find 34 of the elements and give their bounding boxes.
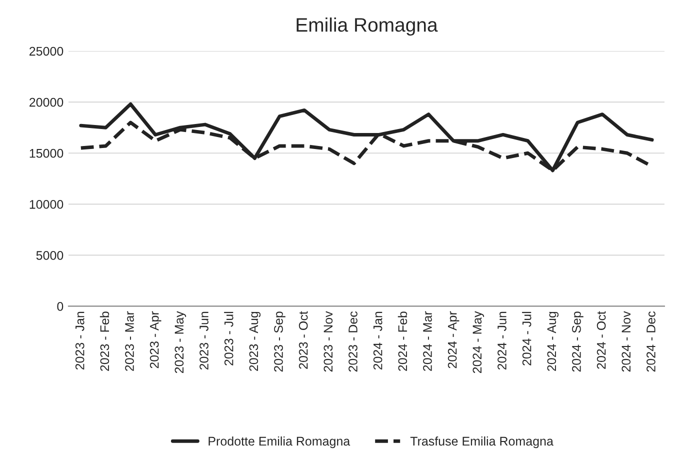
chart-title: Emilia Romagna xyxy=(296,18,438,36)
x-tick-label: 2024 - Feb xyxy=(398,312,408,371)
x-tick-label: 2024 - Mar xyxy=(423,311,432,371)
line-series xyxy=(79,102,654,172)
x-tick-label: 2023 - Nov xyxy=(324,311,333,372)
legend-label: Trasfuse Emilia Romagna xyxy=(410,436,554,448)
x-tick-label: 2023 - Oct xyxy=(298,311,308,369)
x-tick-label: 2023 - Apr xyxy=(150,311,162,368)
y-tick-label: 20000 xyxy=(30,98,64,107)
x-tick-label: 2023 - Jul xyxy=(224,312,234,366)
legend-label: Prodotte Emilia Romagna xyxy=(208,436,350,448)
x-tick-label: 2024 - Jan xyxy=(373,312,382,370)
x-tick-label: 2024 - Oct xyxy=(596,311,606,369)
y-tick-label: 0 xyxy=(57,302,64,311)
x-tick-label: 2023 - Feb xyxy=(100,312,110,371)
x-tick-label: 2023 - May xyxy=(174,311,186,373)
x-tick-label: 2024 - Nov xyxy=(622,311,631,372)
x-tick-label: 2024 - May xyxy=(472,311,484,373)
x-tick-label: 2024 - Jun xyxy=(498,312,506,370)
x-tick-label: 2024 - Aug xyxy=(547,312,559,371)
x-tick-label: 2023 - Mar xyxy=(125,311,134,371)
x-tick-label: 2023 - Aug xyxy=(249,312,261,371)
y-tick-label: 5000 xyxy=(36,251,64,260)
x-tick-label: 2024 - Dec xyxy=(646,311,656,372)
x-tick-label: 2024 - Apr xyxy=(448,311,460,368)
x-tick-label: 2023 - Sep xyxy=(274,312,286,372)
y-tick-label: 25000 xyxy=(30,46,64,56)
x-tick-label: 2023 - Dec xyxy=(348,311,358,372)
y-tick-label: 10000 xyxy=(30,200,64,209)
y-tick-label: 15000 xyxy=(30,148,64,158)
x-tick-label: 2023 - Jan xyxy=(75,312,84,370)
x-tick-label: 2024 - Sep xyxy=(572,312,584,372)
x-tick-label: 2023 - Jun xyxy=(200,312,208,370)
x-tick-label: 2024 - Jul xyxy=(522,312,532,366)
